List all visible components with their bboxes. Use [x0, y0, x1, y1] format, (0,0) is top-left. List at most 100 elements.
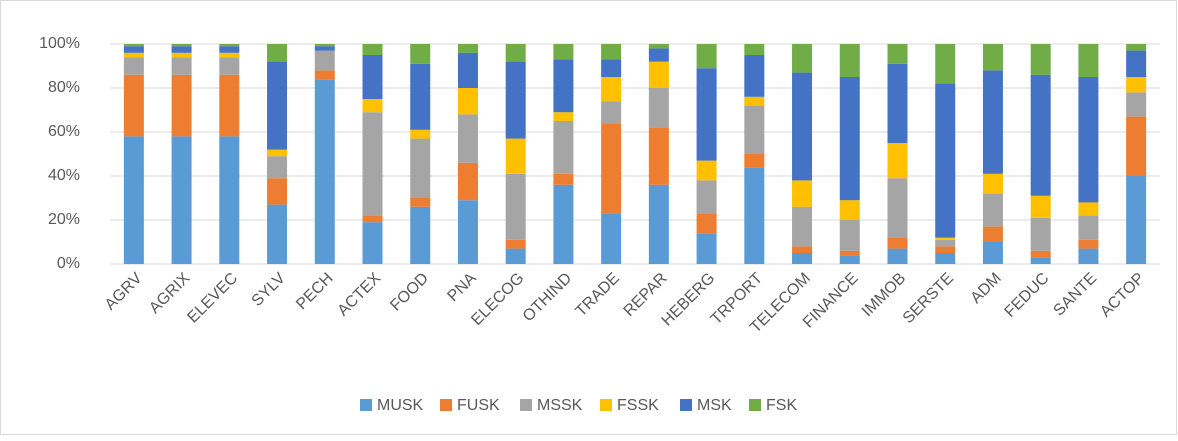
bar-segment [219, 74, 240, 137]
bar-segment [362, 44, 383, 55]
bar-segment [696, 180, 717, 214]
bar-segment [362, 222, 383, 264]
bar-segment [887, 63, 908, 143]
y-tick-label: 20% [48, 211, 80, 228]
bar-segment [601, 77, 622, 102]
bar-segment [1126, 116, 1147, 176]
bar-segment [696, 68, 717, 161]
bar-segment [792, 206, 813, 247]
bar-segment [314, 50, 335, 71]
bar-segment [887, 237, 908, 249]
bar-segment [410, 138, 431, 198]
bar-segment [648, 127, 669, 185]
legend-label: MSK [697, 397, 732, 414]
bar-segment [648, 61, 669, 88]
bar-segment [887, 178, 908, 238]
bar-segment [553, 121, 574, 174]
bar-segment [1126, 50, 1147, 77]
bar-segment [744, 96, 765, 106]
bar-segment [267, 149, 288, 157]
bar-segment [1126, 77, 1147, 93]
bar-segment [123, 44, 144, 47]
bar-segment [362, 112, 383, 216]
y-tick-label: 40% [48, 167, 80, 184]
legend-label: MUSK [377, 397, 424, 414]
bar-segment [839, 220, 860, 251]
bar-segment [1078, 202, 1099, 216]
bar-segment [1126, 44, 1147, 51]
bar-segment [457, 162, 478, 201]
bar-segment [314, 46, 335, 51]
bar-segment [982, 70, 1003, 174]
bar-segment [171, 52, 192, 58]
bar-segment [505, 248, 526, 264]
bar-segment [982, 193, 1003, 227]
bar-segment [935, 239, 956, 247]
bar-segment [505, 44, 526, 62]
bar-segment [267, 61, 288, 150]
bar-segment [410, 198, 431, 207]
bar-segment [410, 206, 431, 264]
bar-segment [648, 184, 669, 264]
bar-segment [792, 180, 813, 207]
bar-segment [982, 226, 1003, 242]
bar-segment [887, 143, 908, 179]
bar-segment [935, 83, 956, 238]
y-tick-label: 0% [57, 255, 80, 272]
bar-segment [792, 44, 813, 73]
bar-segment [887, 248, 908, 264]
bar-segment [553, 44, 574, 60]
bar-segment [314, 70, 335, 80]
bar-segment [839, 77, 860, 201]
bar-segment [219, 57, 240, 75]
bar-segment [648, 48, 669, 62]
bar-segment [1030, 195, 1051, 218]
bar-segment [553, 59, 574, 113]
bar-segment [1030, 257, 1051, 264]
bar-segment [457, 114, 478, 163]
bar-segment [1030, 44, 1051, 75]
bar-segment [219, 136, 240, 264]
bar-segment [696, 213, 717, 234]
bar-segment [219, 46, 240, 53]
bar-segment [553, 112, 574, 121]
y-tick-label: 100% [39, 35, 80, 52]
bar-segment [1078, 77, 1099, 203]
legend-label: FUSK [457, 397, 500, 414]
bar-segment [935, 44, 956, 84]
bar-segment [1078, 248, 1099, 264]
legend-swatch [360, 399, 372, 411]
bar-segment [792, 72, 813, 181]
bar-segment [219, 44, 240, 47]
bar-segment [744, 105, 765, 154]
legend-swatch [520, 399, 532, 411]
bar-segment [457, 88, 478, 115]
bar-segment [171, 57, 192, 75]
bar-segment [505, 173, 526, 240]
bar-segment [696, 44, 717, 69]
bar-segment [1126, 92, 1147, 117]
bar-segment [219, 52, 240, 58]
legend-swatch [600, 399, 612, 411]
bar-segment [1078, 239, 1099, 249]
bar-segment [982, 242, 1003, 264]
bar-segment [1030, 217, 1051, 251]
bar-segment [744, 55, 765, 97]
bar-segment [839, 200, 860, 220]
bar-segment [123, 57, 144, 75]
bar-segment [1030, 250, 1051, 258]
bar-segment [314, 79, 335, 264]
bar-segment [839, 250, 860, 256]
bar-segment [601, 101, 622, 124]
bar-segment [171, 136, 192, 264]
bar-segment [935, 253, 956, 264]
bar-segment [887, 44, 908, 64]
legend-swatch [440, 399, 452, 411]
bar-segment [123, 46, 144, 53]
bar-segment [171, 74, 192, 137]
bar-segment [362, 99, 383, 113]
bar-segment [839, 44, 860, 77]
bar-segment [1126, 176, 1147, 264]
bar-segment [553, 184, 574, 264]
